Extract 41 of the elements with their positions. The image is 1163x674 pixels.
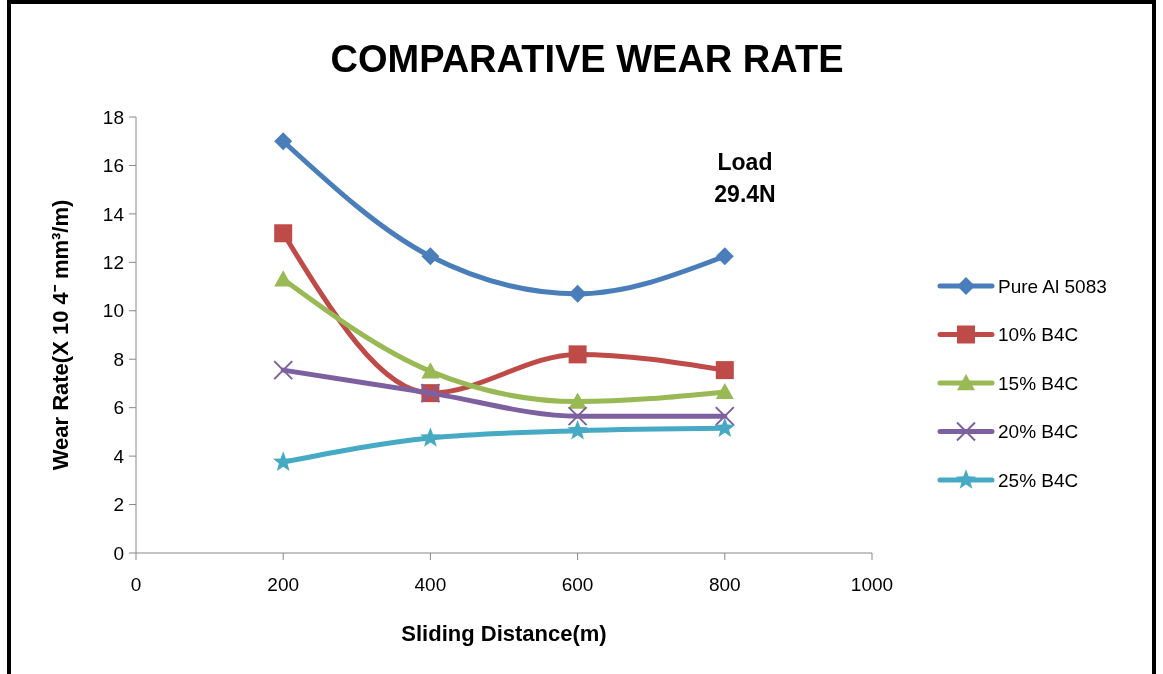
y-tick-label: 10 [102,300,124,322]
x-axis-title: Sliding Distance(m) [401,621,607,646]
chart-title: COMPARATIVE WEAR RATE [330,38,844,80]
legend-label: 10% B4C [998,324,1079,346]
point [420,427,441,447]
point [714,406,735,427]
x-tick-label: 1000 [850,574,894,595]
y-tick-label: 8 [113,348,124,370]
point [715,361,734,380]
y-axis-title: Wear Rate(X 10 4⁻ mm³/m) [48,199,73,471]
point [567,419,588,440]
point [273,360,294,381]
point [274,224,293,243]
x-tick-label: 400 [414,574,447,595]
point [568,345,587,364]
point [568,392,587,409]
point [567,406,588,427]
x-tick-label: 800 [708,574,741,595]
point [714,417,736,437]
legend-label: 15% B4C [998,372,1079,394]
point [274,132,293,151]
point [715,247,734,266]
x-tick-label: 0 [130,574,142,595]
legend-label: 25% B4C [998,469,1079,491]
point [421,362,440,379]
y-tick-label: 2 [113,494,124,516]
x-tick-label: 200 [267,574,300,595]
legend-label: 20% B4C [998,421,1079,443]
y-tick-label: 16 [102,155,124,177]
legend-label: Pure Al 5083 [998,275,1107,297]
y-tick-label: 14 [102,203,125,225]
y-tick-label: 6 [113,397,124,419]
y-tick-label: 12 [102,251,124,273]
y-tick-label: 0 [113,542,124,564]
y-tick-label: 4 [113,445,125,467]
point [272,451,294,471]
point [421,247,440,266]
annotation: Load 29.4N [714,149,776,207]
x-tick-label: 600 [561,574,594,595]
y-tick-label: 18 [102,106,124,128]
point [715,382,734,400]
